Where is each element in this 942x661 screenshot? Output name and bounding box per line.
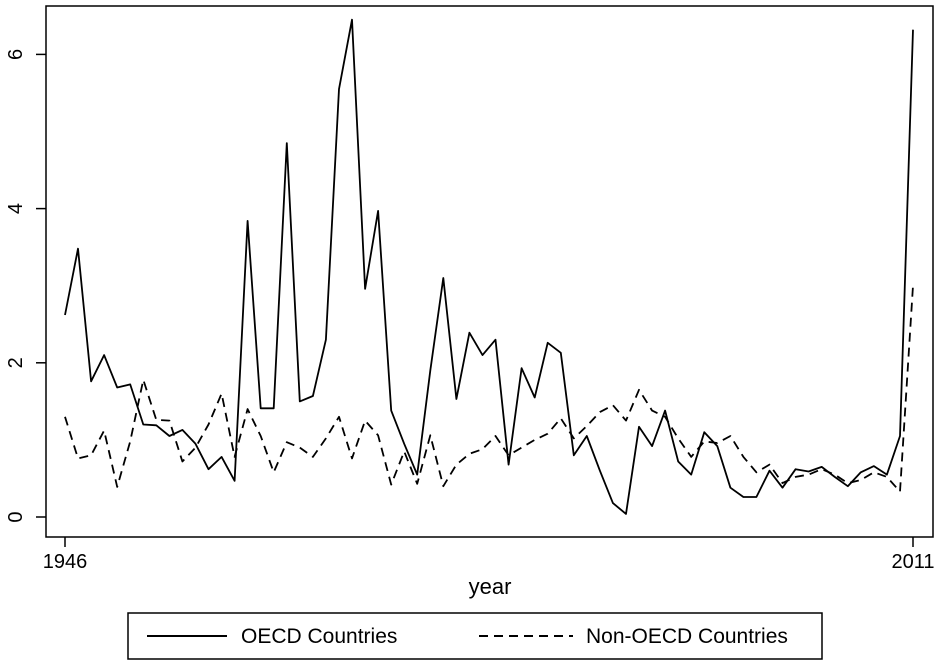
series-layer	[64, 18, 914, 515]
legend-label-non-oecd: Non-OECD Countries	[586, 625, 788, 648]
legend-box	[127, 612, 823, 660]
x-axis: 1946 2011	[43, 537, 935, 573]
x-tick-label: 1946	[43, 551, 88, 573]
legend-label-oecd: OECD Countries	[241, 625, 397, 648]
series-line-oecd	[64, 18, 914, 515]
plot-frame	[45, 5, 934, 538]
y-tick-label: 4	[5, 203, 27, 214]
y-tick-label: 0	[5, 511, 27, 522]
legend: OECD Countries Non-OECD Countries	[127, 612, 823, 660]
x-axis-title: year	[469, 574, 512, 599]
y-tick-label: 6	[5, 49, 27, 60]
x-tick-label: 2011	[891, 551, 934, 573]
y-tick-label: 2	[5, 357, 27, 368]
series-line-non-oecd	[64, 285, 914, 493]
y-axis: 0 2 4 6	[5, 49, 46, 523]
